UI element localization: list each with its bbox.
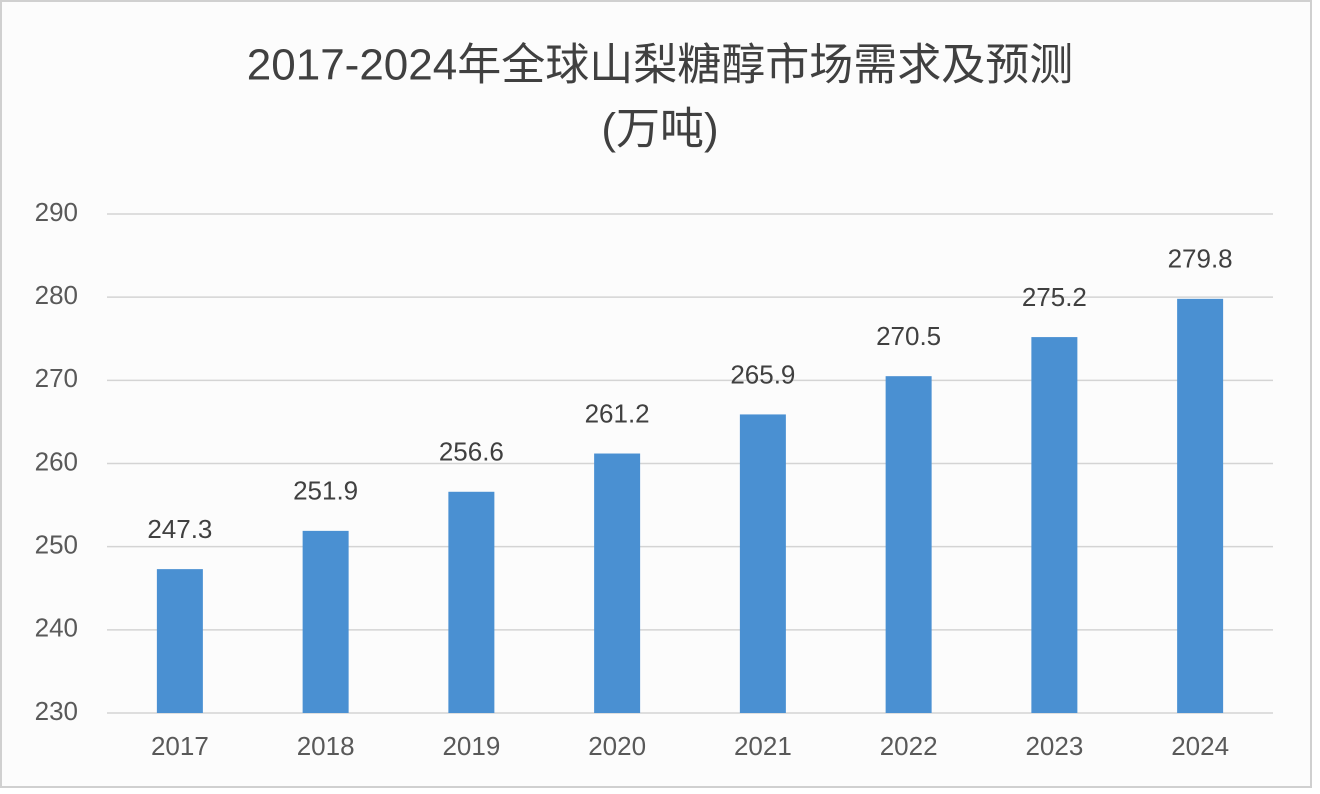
value-label: 279.8	[1168, 244, 1233, 274]
chart-subtitle: (万吨)	[601, 105, 718, 154]
x-tick-label: 2024	[1171, 731, 1229, 761]
bar	[594, 453, 641, 713]
bar	[1177, 298, 1224, 713]
value-label: 275.2	[1022, 282, 1087, 312]
value-label: 265.9	[730, 359, 795, 389]
bar	[1031, 337, 1078, 713]
value-label: 256.6	[439, 437, 504, 467]
bar	[302, 530, 349, 713]
x-tick-label: 2018	[297, 731, 355, 761]
value-label: 251.9	[293, 476, 358, 506]
x-tick-label: 2019	[442, 731, 500, 761]
bar	[739, 414, 786, 713]
chart-title: 2017-2024年全球山梨糖醇市场需求及预测	[247, 41, 1073, 90]
y-tick-label: 240	[35, 613, 78, 643]
y-tick-label: 280	[35, 280, 78, 310]
value-label: 247.3	[147, 514, 212, 544]
x-tick-label: 2023	[1025, 731, 1083, 761]
x-tick-label: 2022	[880, 731, 938, 761]
value-label: 261.2	[585, 398, 650, 428]
y-tick-label: 270	[35, 363, 78, 393]
y-tick-label: 230	[35, 696, 78, 726]
y-tick-label: 290	[35, 197, 78, 227]
y-tick-label: 260	[35, 446, 78, 476]
bar	[448, 491, 495, 713]
y-tick-label: 250	[35, 530, 78, 560]
value-label: 270.5	[876, 321, 941, 351]
x-tick-label: 2021	[734, 731, 792, 761]
bar	[885, 376, 932, 713]
x-tick-label: 2017	[151, 731, 209, 761]
x-tick-label: 2020	[588, 731, 646, 761]
bar	[156, 569, 203, 713]
